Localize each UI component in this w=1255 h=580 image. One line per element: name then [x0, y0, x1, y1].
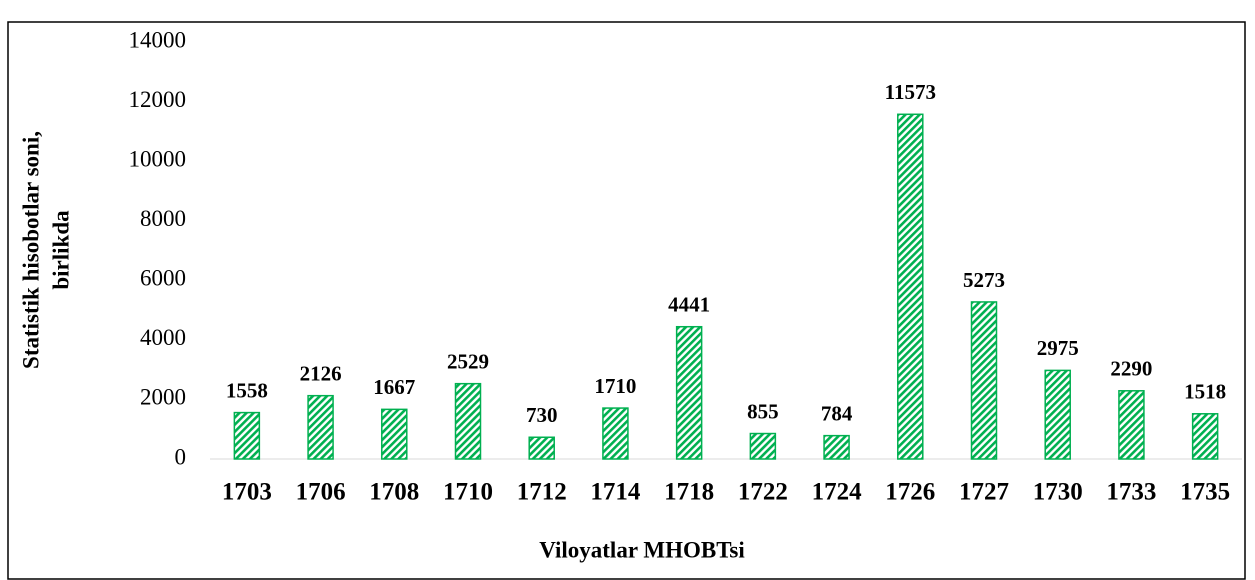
bar: [1044, 369, 1071, 460]
y-tick-label: 6000: [140, 266, 186, 291]
x-tick-label: 1703: [222, 479, 272, 506]
x-tick-label: 1722: [738, 479, 788, 506]
data-label: 1518: [1184, 380, 1226, 404]
x-axis-title: Viloyatlar MHOBTsi: [539, 537, 745, 562]
data-label: 784: [821, 401, 853, 425]
data-label: 4441: [668, 293, 710, 317]
bar: [233, 411, 261, 460]
x-tick-label: 1727: [959, 479, 1009, 506]
data-label: 11573: [885, 80, 936, 104]
chart-frame: [7, 21, 1246, 580]
x-tick-label: 1706: [296, 479, 346, 506]
data-label: 730: [526, 403, 558, 427]
bar: [897, 113, 924, 460]
x-tick-label: 1724: [812, 479, 863, 506]
bar: [602, 407, 629, 460]
bar: [1118, 390, 1145, 460]
y-tick-label: 4000: [140, 325, 186, 350]
x-tick-label: 1712: [517, 479, 567, 506]
x-tick-label: 1730: [1033, 479, 1083, 506]
bar: [381, 408, 408, 460]
y-tick-label: 2000: [140, 385, 186, 410]
data-label: 2975: [1037, 336, 1079, 360]
x-tick-label: 1733: [1106, 479, 1156, 506]
bar: [675, 325, 703, 460]
y-tick-label: 12000: [129, 87, 187, 112]
bar: [1191, 413, 1219, 460]
x-tick-label: 1710: [443, 479, 493, 506]
data-label: 5273: [963, 268, 1005, 292]
data-label: 2126: [300, 361, 342, 385]
bar: [307, 394, 334, 460]
y-tick-label: 10000: [129, 146, 187, 171]
data-label: 1558: [226, 378, 268, 402]
x-tick-label: 1726: [885, 479, 935, 506]
bar: [970, 301, 998, 460]
y-axis-title: Statistik hisobotlar soni,: [18, 131, 43, 369]
x-tick-label: 1735: [1180, 479, 1230, 506]
bar: [749, 432, 777, 460]
data-label: 855: [747, 399, 779, 423]
data-label: 1710: [594, 374, 636, 398]
data-label: 1667: [373, 375, 415, 399]
x-tick-label: 1708: [369, 479, 419, 506]
x-tick-label: 1714: [590, 479, 641, 506]
y-tick-label: 8000: [140, 206, 186, 231]
bar: [454, 382, 482, 460]
data-label: 2529: [447, 349, 489, 373]
y-axis-title: birlikda: [48, 210, 73, 290]
bar: [528, 436, 555, 460]
y-tick-label: 0: [175, 444, 187, 469]
data-label: 2290: [1110, 357, 1152, 381]
bar: [823, 434, 850, 460]
x-tick-label: 1718: [664, 479, 714, 506]
y-tick-label: 14000: [129, 27, 187, 52]
